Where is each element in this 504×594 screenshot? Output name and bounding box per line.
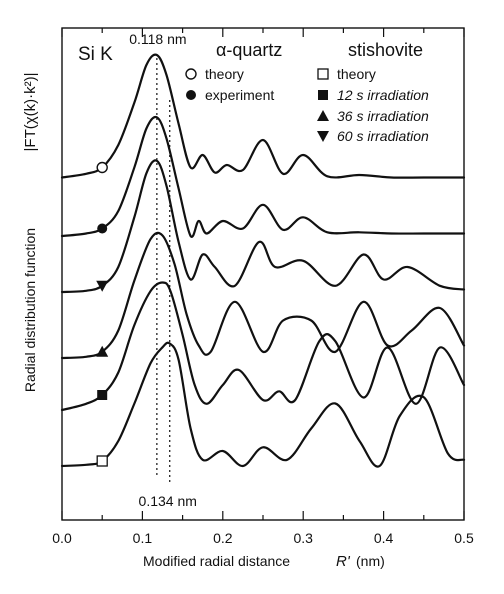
legend-marker-circle-filled — [186, 90, 196, 100]
curves-group — [60, 53, 466, 468]
y-axis-formula: |FT(χ(k)·k²)| — [22, 73, 39, 152]
x-axis-symbol: R' — [336, 553, 351, 570]
curve-marker-square-open — [96, 455, 108, 467]
legend-marker-square-filled — [318, 90, 328, 100]
legend-label: theory — [205, 66, 244, 82]
x-tick-label: 0.5 — [454, 530, 474, 546]
curve-triangle-down — [60, 159, 466, 294]
panel-label: Si K — [78, 44, 113, 65]
x-axis-unit: (nm) — [356, 553, 385, 569]
x-axis-label: Modified radial distance — [143, 553, 290, 569]
legend-label: 12 s irradiation — [337, 87, 429, 103]
curve-markers-group — [96, 161, 109, 467]
legend: theory experiment theory 12 s irradiation 36… — [185, 66, 429, 144]
curve-circle-open — [60, 53, 466, 179]
curve-marker-triangle-down — [96, 280, 109, 292]
legend-label: experiment — [205, 87, 274, 103]
y-axis-label: Radial distribution function — [22, 228, 38, 392]
x-tick-label: 0.4 — [374, 530, 394, 546]
x-tick-label: 0.2 — [213, 530, 233, 546]
legend-label: 60 s irradiation — [337, 128, 429, 144]
x-tick-label: 0.1 — [133, 530, 153, 546]
reference-label-0118: 0.118 nm — [129, 31, 186, 47]
legend-marker-triangle-up — [317, 110, 329, 121]
legend-title-stishovite: stishovite — [348, 40, 423, 60]
curve-circle-filled — [60, 115, 466, 239]
curve-marker-triangle-up — [96, 345, 109, 357]
legend-marker-triangle-down — [317, 131, 329, 142]
curve-marker-circle-open — [96, 161, 108, 174]
legend-marker-circle-open — [185, 68, 197, 80]
curve-square-open — [60, 341, 466, 468]
legend-label: theory — [337, 66, 376, 82]
x-ticks-group: 0.0 0.1 0.2 0.3 0.4 0.5 — [52, 28, 474, 546]
curve-triangle-up — [60, 231, 466, 360]
legend-label: 36 s irradiation — [337, 108, 429, 124]
reference-label-0134: 0.134 nm — [139, 493, 197, 509]
legend-title-quartz: α-quartz — [216, 40, 282, 60]
legend-marker-square-open — [317, 68, 329, 80]
x-tick-label: 0.3 — [293, 530, 313, 546]
curve-square-filled — [60, 281, 466, 412]
x-tick-label: 0.0 — [52, 530, 72, 546]
curve-marker-circle-filled — [97, 223, 108, 234]
curve-marker-square-filled — [97, 390, 108, 400]
